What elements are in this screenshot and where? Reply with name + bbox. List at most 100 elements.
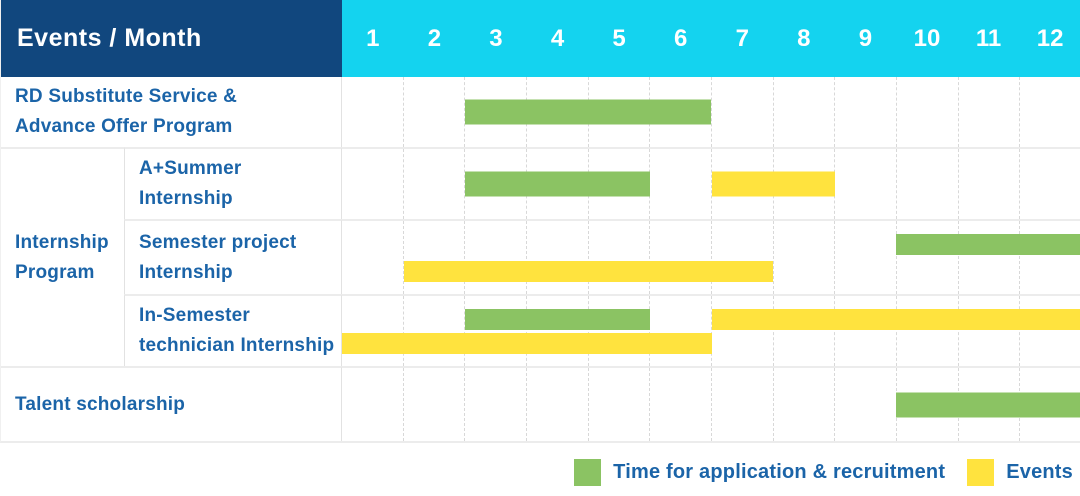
month-gridline: [1020, 221, 1080, 294]
month-gridline: [342, 221, 404, 294]
row-label-line: Internship: [139, 184, 335, 214]
bar-application: [896, 234, 1080, 255]
month-header-1: 1: [342, 25, 404, 53]
month-gridline: [342, 77, 404, 147]
legend-application-label: Time for application & recruitment: [613, 461, 945, 484]
bar-events: [712, 309, 1080, 330]
bar-application: [465, 309, 650, 330]
month-header-11: 11: [958, 25, 1020, 53]
month-gridline: [404, 368, 466, 441]
bar-events: [404, 261, 774, 282]
month-gridline: [465, 368, 527, 441]
month-gridline: [835, 368, 897, 441]
events-month-header-label: Events / Month: [17, 24, 202, 53]
month-gridline: [527, 296, 589, 366]
month-gridline: [650, 296, 712, 366]
month-gridline: [465, 296, 527, 366]
month-gridline: [774, 221, 836, 294]
legend-application-swatch: [574, 459, 601, 486]
month-gridline: [589, 368, 651, 441]
legend-events-label: Events: [1006, 461, 1073, 484]
month-gridline: [712, 296, 774, 366]
month-gridline: [835, 296, 897, 366]
month-gridline: [835, 221, 897, 294]
month-gridline: [589, 296, 651, 366]
month-header-5: 5: [588, 25, 650, 53]
month-gridline: [404, 77, 466, 147]
month-gridline: [650, 368, 712, 441]
month-gridline: [897, 149, 959, 219]
row-label-line: Advance Offer Program: [15, 112, 335, 142]
month-gridline: [404, 221, 466, 294]
month-gridline: [342, 149, 404, 219]
month-gridline: [342, 368, 404, 441]
month-gridline: [527, 221, 589, 294]
bar-application: [465, 100, 711, 125]
month-header-3: 3: [465, 25, 527, 53]
month-gridline: [1020, 77, 1080, 147]
month-gridline: [1020, 149, 1080, 219]
month-gridline: [712, 368, 774, 441]
month-gridline: [712, 221, 774, 294]
month-gridline: [897, 296, 959, 366]
bar-application: [465, 172, 650, 197]
month-header-7: 7: [711, 25, 773, 53]
month-header-9: 9: [835, 25, 897, 53]
month-gridline: [897, 221, 959, 294]
month-area-row-2: [342, 147, 1080, 219]
month-area-row-5: [342, 366, 1080, 441]
row-label-line: In-Semester: [139, 301, 335, 331]
bar-application: [896, 392, 1080, 417]
month-area-row-4: [342, 294, 1080, 366]
month-gridline: [650, 221, 712, 294]
month-gridline: [774, 368, 836, 441]
month-gridline: [959, 221, 1021, 294]
month-gridline: [404, 296, 466, 366]
month-gridlines: [342, 296, 1080, 366]
month-gridline: [650, 149, 712, 219]
month-area-row-1: [342, 77, 1080, 147]
legend-events-swatch: [967, 459, 994, 486]
month-gridlines: [342, 221, 1080, 294]
group-label-line: Internship: [15, 228, 118, 258]
month-gridline: [404, 149, 466, 219]
month-header-12: 12: [1019, 25, 1080, 53]
row-label-line: RD Substitute Service &: [15, 82, 335, 112]
month-gridline: [959, 77, 1021, 147]
row-label-line: Talent scholarship: [15, 390, 335, 420]
month-header-2: 2: [404, 25, 466, 53]
month-gridline: [527, 368, 589, 441]
month-header-6: 6: [650, 25, 712, 53]
legend: Time for application & recruitment Event…: [0, 443, 1080, 496]
month-gridline: [465, 221, 527, 294]
month-area-row-3: [342, 219, 1080, 294]
month-gridline: [835, 149, 897, 219]
month-gridline: [342, 296, 404, 366]
month-gridline: [959, 296, 1021, 366]
row-label-line: technician Internship: [139, 331, 335, 361]
month-header-10: 10: [896, 25, 958, 53]
row-label-line: Internship: [139, 258, 335, 288]
row-label: Talent scholarship: [1, 366, 342, 441]
month-header-4: 4: [527, 25, 589, 53]
month-gridline: [835, 77, 897, 147]
bar-events: [712, 172, 835, 197]
month-header-8: 8: [773, 25, 835, 53]
month-gridline: [1020, 296, 1080, 366]
month-gridline: [774, 296, 836, 366]
row-label-line: Semester project: [139, 228, 335, 258]
row-label: RD Substitute Service &Advance Offer Pro…: [1, 77, 342, 147]
month-gridline: [589, 221, 651, 294]
row-label-line: A+Summer: [139, 154, 335, 184]
group-label-line: Program: [15, 258, 118, 288]
month-gridline: [897, 77, 959, 147]
bar-events: [342, 333, 712, 354]
month-gridline: [774, 77, 836, 147]
events-month-header-cell: Events / Month: [1, 0, 342, 77]
month-gridline: [712, 77, 774, 147]
